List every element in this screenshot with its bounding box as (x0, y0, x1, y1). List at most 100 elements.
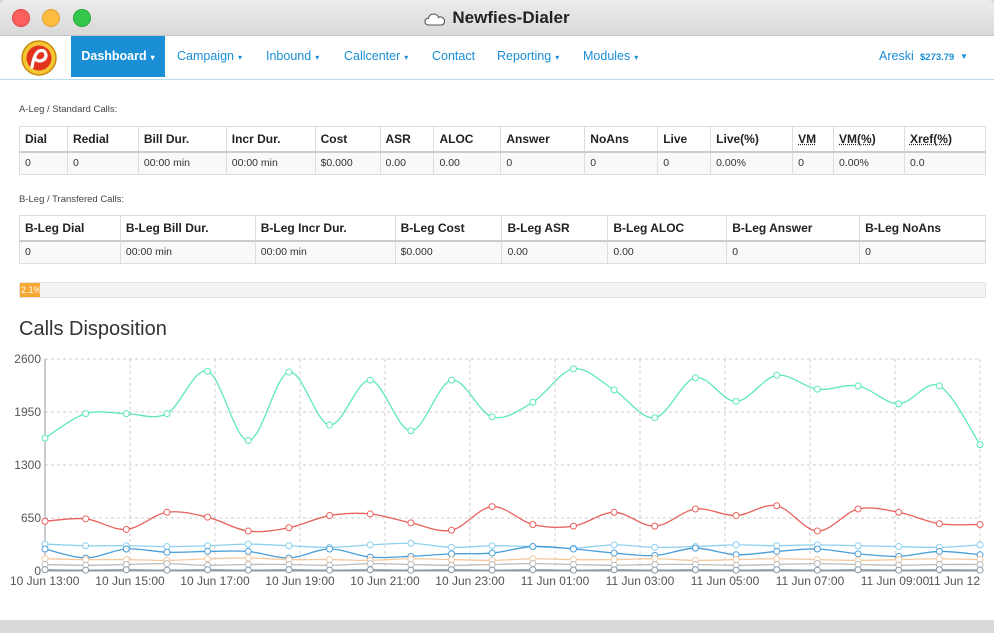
table-cell: 0.00% (710, 151, 794, 175)
data-point (41, 517, 49, 525)
data-point (976, 441, 984, 449)
data-point (122, 525, 130, 533)
nav-item-contact[interactable]: Contact (432, 36, 475, 77)
newfies-logo-icon[interactable] (21, 40, 57, 76)
column-header: Cost (314, 126, 381, 153)
maximize-window-button[interactable] (73, 9, 91, 27)
table-cell: 0 (726, 240, 861, 264)
data-point (488, 413, 496, 421)
column-header[interactable]: Xref(%) (903, 126, 987, 153)
data-point (651, 414, 659, 422)
data-point (488, 503, 496, 511)
nav-item-callcenter[interactable]: Callcenter ▾ (344, 36, 408, 77)
nav-item-label: Contact (432, 49, 476, 63)
data-point (529, 398, 537, 406)
data-point (407, 539, 415, 547)
data-point (82, 542, 90, 550)
data-point (854, 505, 862, 513)
data-point (732, 541, 740, 549)
data-point (610, 556, 618, 564)
chevron-down-icon[interactable]: ▼ (960, 52, 968, 61)
x-tick-label: 11 Jun 03:00 (606, 574, 675, 588)
data-point (691, 374, 699, 382)
minimize-window-button[interactable] (42, 9, 60, 27)
table-cell: $0.000 (314, 151, 381, 175)
data-point (813, 545, 821, 553)
data-point (935, 520, 943, 528)
data-point (244, 540, 252, 548)
table-cell: 0 (19, 240, 121, 264)
nav-item-label: Campaign (177, 49, 234, 63)
caret-down-icon: ▾ (150, 53, 155, 62)
data-point (529, 521, 537, 529)
nav-item-label: Reporting (497, 49, 552, 63)
y-tick-label: 1300 (14, 458, 41, 472)
data-point (366, 566, 374, 574)
data-point (244, 527, 252, 535)
nav-item-label: Modules (583, 49, 631, 63)
window-bottom-edge (0, 620, 994, 633)
data-point (204, 367, 212, 375)
data-point (244, 554, 252, 562)
data-point (244, 547, 252, 555)
data-point (488, 542, 496, 550)
data-point (448, 543, 456, 551)
data-point (285, 368, 293, 376)
data-point (610, 541, 618, 549)
data-point (651, 555, 659, 563)
user-menu-name[interactable]: Areski (879, 49, 914, 63)
table-cell: 0.00 (501, 240, 609, 264)
data-point (448, 376, 456, 384)
data-point (41, 545, 49, 553)
top-navbar: Dashboard ▾ Campaign ▾ Inbound ▾ Callcenter ▾ Co… (0, 36, 994, 80)
column-header[interactable]: VM (792, 126, 835, 153)
data-point (41, 566, 49, 574)
data-point (204, 555, 212, 563)
column-header: B-Leg Incr Dur. (254, 215, 396, 242)
nav-item-modules[interactable]: Modules ▾ (583, 36, 638, 77)
data-point (285, 542, 293, 550)
data-point (326, 566, 334, 574)
data-point (651, 543, 659, 551)
close-window-button[interactable] (12, 9, 30, 27)
data-point (448, 556, 456, 564)
data-point (448, 550, 456, 558)
nav-item-dashboard[interactable]: Dashboard ▾ (71, 36, 165, 77)
column-header: B-Leg Dial (19, 215, 121, 242)
data-point (569, 522, 577, 530)
column-header: NoAns (584, 126, 659, 153)
window-title: Newfies-Dialer (452, 8, 570, 27)
table-cell: 0 (792, 151, 835, 175)
data-point (204, 566, 212, 574)
series-line (44, 542, 981, 549)
data-point (122, 545, 130, 553)
caret-down-icon: ▾ (315, 53, 320, 62)
data-point (366, 510, 374, 518)
data-point (82, 556, 90, 564)
table-cell: 0 (584, 151, 659, 175)
data-point (407, 566, 415, 574)
a-leg-label: A-Leg / Standard Calls: (19, 104, 118, 115)
table-cell: 0.00 (433, 151, 502, 175)
caret-down-icon: ▾ (237, 53, 242, 62)
table-cell: 0 (500, 151, 586, 175)
nav-item-inbound[interactable]: Inbound ▾ (266, 36, 319, 77)
table-cell: 0.00 (607, 240, 728, 264)
data-point (854, 382, 862, 390)
data-point (569, 566, 577, 574)
data-point (285, 566, 293, 574)
data-point (895, 566, 903, 574)
table-cell: 00:00 min (225, 151, 316, 175)
nav-item-campaign[interactable]: Campaign ▾ (177, 36, 242, 77)
data-point (488, 560, 496, 568)
data-point (204, 513, 212, 521)
column-header[interactable]: VM(%) (833, 126, 905, 153)
data-point (82, 515, 90, 523)
data-point (610, 386, 618, 394)
data-point (773, 555, 781, 563)
data-point (488, 549, 496, 557)
nav-item-reporting[interactable]: Reporting ▾ (497, 36, 559, 77)
data-point (976, 521, 984, 529)
data-point (41, 555, 49, 563)
